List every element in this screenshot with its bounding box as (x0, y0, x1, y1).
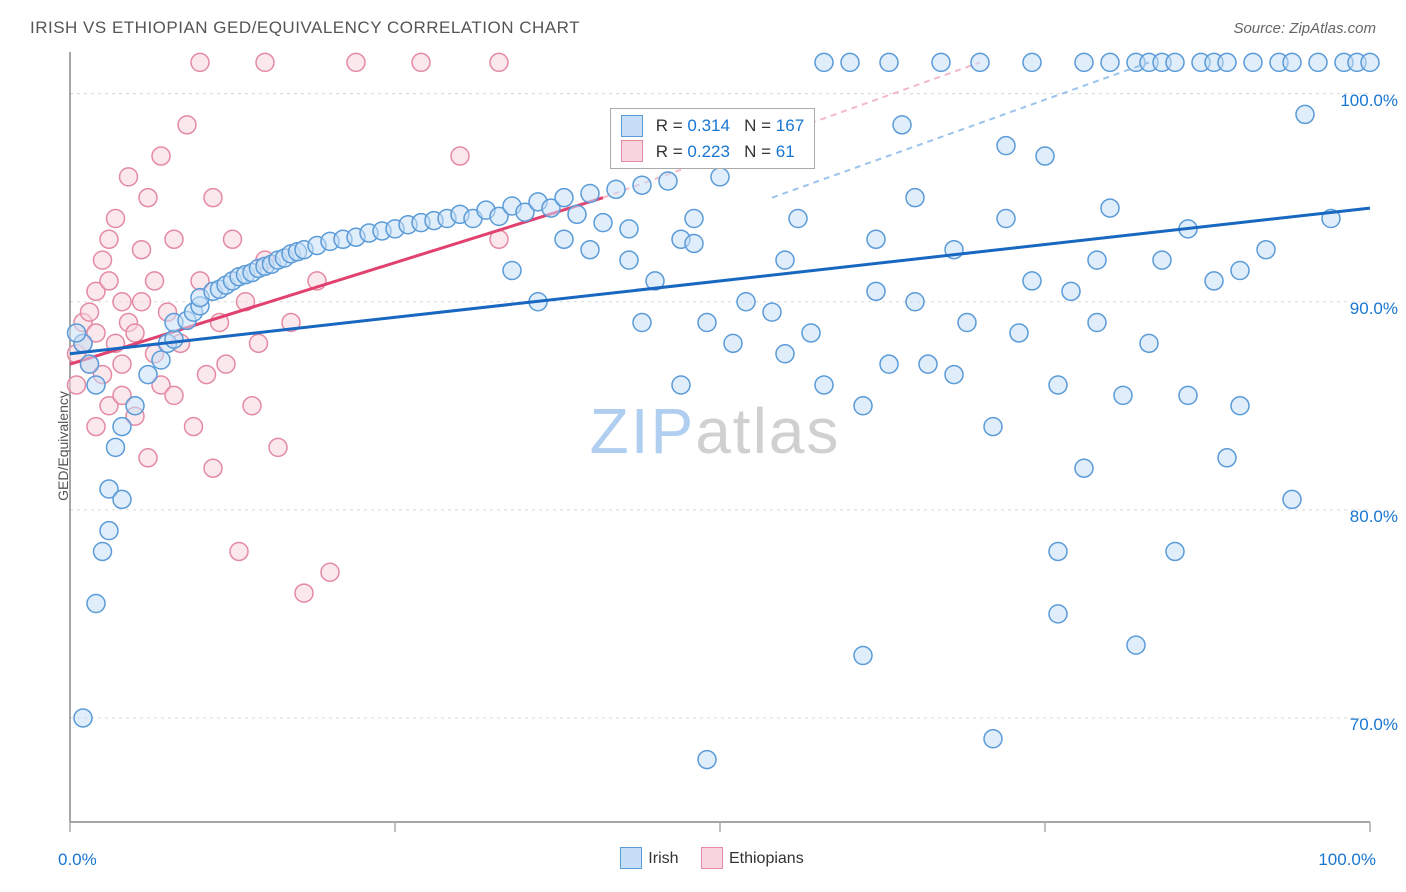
stats-row-ethiopian: R = 0.223 N = 61 (621, 139, 804, 165)
swatch-ethiopian-icon (621, 140, 643, 162)
stats-row-irish: R = 0.314 N = 167 (621, 113, 804, 139)
legend-label-irish: Irish (648, 850, 678, 867)
y-tick-label: 70.0% (1350, 715, 1398, 735)
source-attribution: Source: ZipAtlas.com (1233, 20, 1376, 37)
legend-swatch-ethiopian-icon (701, 847, 723, 869)
chart-title: IRISH VS ETHIOPIAN GED/EQUIVALENCY CORRE… (30, 18, 580, 38)
y-tick-label: 90.0% (1350, 299, 1398, 319)
y-tick-label: 100.0% (1340, 91, 1398, 111)
swatch-irish-icon (621, 115, 643, 137)
scatter-plot-svg (50, 52, 1380, 842)
chart-area: ZIPatlas R = 0.314 N = 167 R = 0.223 N =… (50, 52, 1380, 842)
stats-legend-box: R = 0.314 N = 167 R = 0.223 N = 61 (610, 108, 815, 169)
bottom-legend: Irish Ethiopians (0, 848, 1406, 870)
legend-label-ethiopian: Ethiopians (729, 850, 804, 867)
legend-swatch-irish-icon (620, 847, 642, 869)
y-tick-label: 80.0% (1350, 507, 1398, 527)
